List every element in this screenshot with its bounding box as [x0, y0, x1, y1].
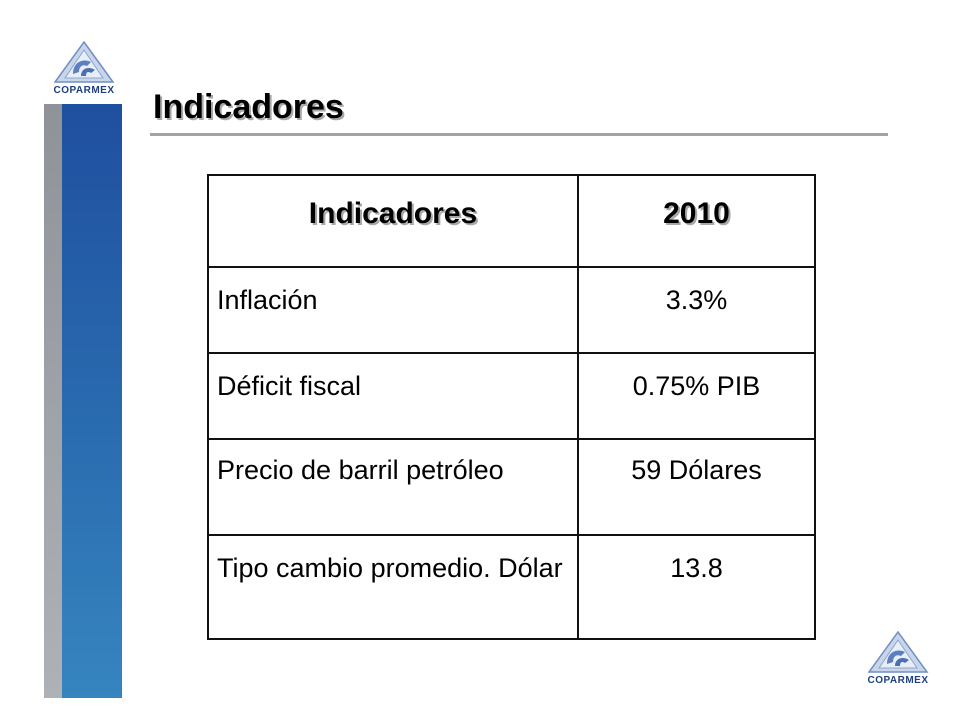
row-value: 0.75% PIB — [577, 352, 816, 440]
row-label: Déficit fiscal — [207, 352, 579, 440]
row-label: Precio de barril petróleo — [207, 438, 579, 536]
row-label: Tipo cambio promedio. Dólar — [207, 534, 579, 640]
row-value: 13.8 — [577, 534, 816, 640]
table-row: Tipo cambio promedio. Dólar 13.8 — [207, 534, 816, 640]
title-divider — [150, 133, 888, 136]
coparmex-logo-icon — [867, 630, 929, 673]
row-value: 59 Dólares — [577, 438, 816, 536]
table-header-row: Indicadores 2010 — [207, 174, 816, 268]
header-year: 2010 — [577, 174, 816, 268]
logo-text: COPARMEX — [867, 675, 929, 686]
header-indicadores: Indicadores — [207, 174, 579, 268]
logo-text: COPARMEX — [53, 85, 115, 96]
coparmex-logo: COPARMEX — [44, 40, 124, 96]
indicators-table: Indicadores 2010 Inflación 3.3% Déficit … — [207, 174, 816, 640]
sidebar-blue-band — [62, 104, 122, 698]
sidebar-grey-band — [44, 104, 62, 698]
row-value: 3.3% — [577, 266, 816, 354]
row-label: Inflación — [207, 266, 579, 354]
coparmex-logo-bottom: COPARMEX — [858, 630, 938, 686]
table-row: Déficit fiscal 0.75% PIB — [207, 352, 816, 440]
table-row: Inflación 3.3% — [207, 266, 816, 354]
coparmex-logo-icon — [53, 40, 115, 83]
page-title: Indicadores — [153, 88, 344, 126]
table-row: Precio de barril petróleo 59 Dólares — [207, 438, 816, 536]
